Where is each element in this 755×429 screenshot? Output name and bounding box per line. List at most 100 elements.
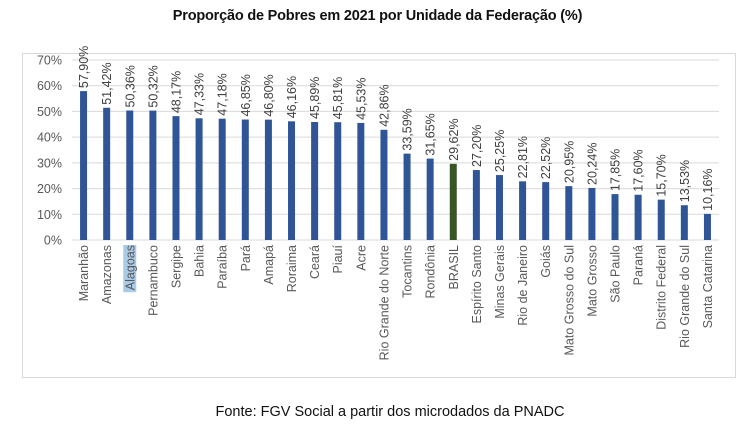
x-tick-label: Rondônia <box>424 245 438 299</box>
data-label: 13,53% <box>678 160 692 202</box>
y-tick-label: 50% <box>37 105 62 119</box>
data-label: 47,18% <box>216 73 230 115</box>
x-tick-label: Pernambuco <box>146 245 160 316</box>
bar-para <box>241 119 249 240</box>
x-tick-label: Sergipe <box>169 245 183 288</box>
bar-rio-grande-do-norte <box>380 129 388 240</box>
gridlines <box>72 59 719 241</box>
data-label: 17,60% <box>632 149 646 191</box>
data-label: 46,85% <box>239 74 253 116</box>
data-label: 25,25% <box>493 130 507 172</box>
x-tick-label: Alagoas <box>123 245 137 290</box>
x-tick-label: Goiás <box>539 245 553 278</box>
data-label: 22,52% <box>539 137 553 179</box>
x-tick-label: Amazonas <box>100 245 114 304</box>
data-label: 50,32% <box>146 65 160 107</box>
y-tick-label: 30% <box>37 156 62 170</box>
x-tick-label: Ceará <box>308 245 322 279</box>
bar-distrito-federal <box>657 199 665 240</box>
bar-piaui <box>334 122 342 240</box>
data-label: 29,62% <box>447 118 461 160</box>
bar-mato-grosso <box>588 187 596 240</box>
y-tick-label: 40% <box>37 131 62 145</box>
bar-paraiba <box>218 118 226 240</box>
x-tick-label: Acre <box>354 245 368 271</box>
y-tick-label: 0% <box>44 234 62 248</box>
x-tick-label: Paraná <box>632 245 646 285</box>
bar-ceara <box>311 121 319 240</box>
x-axis-labels: Maranhão Amazonas Alagoas Pernambuco Sergipe… <box>77 244 715 360</box>
x-tick-label: Bahia <box>193 245 207 277</box>
data-labels: 57,90% 51,42% 50,36% 50,32% 48,17% 47,33% 47,1… <box>77 46 715 211</box>
bar-espirito-santo <box>472 170 480 240</box>
y-tick-label: 60% <box>37 79 62 93</box>
x-tick-label: Piauí <box>331 244 345 273</box>
y-tick-label: 20% <box>37 182 62 196</box>
y-tick-label: 70% <box>37 54 62 68</box>
bar-maranhao <box>80 91 88 240</box>
x-tick-label: Minas Gerais <box>493 245 507 319</box>
x-tick-label: Pará <box>239 245 253 271</box>
y-axis-ticks: 0% 10% 20% 30% 40% 50% 60% 70% <box>37 54 62 248</box>
bar-santa-catarina <box>703 213 711 240</box>
x-tick-label: Espírito Santo <box>470 245 484 324</box>
data-label: 51,42% <box>100 62 114 104</box>
x-tick-label: Rio Grande do Sul <box>678 245 692 348</box>
x-tick-label: Mato Grosso <box>585 245 599 317</box>
bar-rondonia <box>426 158 434 240</box>
x-tick-label: Roraima <box>285 245 299 292</box>
bar-goias <box>542 182 550 240</box>
bar-roraima <box>288 121 296 240</box>
data-label: 48,17% <box>169 71 183 113</box>
bar-parana <box>634 194 642 240</box>
data-label: 10,16% <box>701 168 715 210</box>
bar-bahia <box>195 118 203 240</box>
bar-tocantins <box>403 153 411 240</box>
data-label: 50,36% <box>123 65 137 107</box>
data-label: 46,80% <box>262 74 276 116</box>
bar-brasil <box>449 163 457 240</box>
bar-mato-grosso-do-sul <box>565 186 573 240</box>
bar-minas-gerais <box>495 175 503 240</box>
data-label: 27,20% <box>470 125 484 167</box>
y-tick-label: 10% <box>37 208 62 222</box>
x-tick-label: BRASIL <box>447 245 461 290</box>
text-selection-highlight <box>123 245 137 293</box>
data-label: 33,59% <box>401 108 415 150</box>
data-label: 45,81% <box>331 77 345 119</box>
chart-frame <box>22 53 736 378</box>
data-label: 31,65% <box>424 113 438 155</box>
x-tick-label: Distrito Federal <box>655 245 669 330</box>
bar-sergipe <box>172 116 180 240</box>
bar-acre <box>357 122 365 240</box>
x-tick-label: Santa Catarina <box>701 245 715 328</box>
data-label: 47,33% <box>193 73 207 115</box>
bar-alagoas <box>126 110 134 240</box>
bar-amapa <box>264 119 272 240</box>
bar-sao-paulo <box>611 194 619 240</box>
bar-pernambuco <box>149 110 157 240</box>
x-tick-label: Tocantins <box>401 245 415 298</box>
x-tick-label: São Paulo <box>609 245 623 303</box>
data-label: 22,81% <box>516 136 530 178</box>
data-label: 46,16% <box>285 76 299 118</box>
chart-title: Proporção de Pobres em 2021 por Unidade … <box>172 8 583 24</box>
x-tick-label: Maranhão <box>77 245 91 301</box>
data-label: 57,90% <box>77 46 91 88</box>
x-tick-label: Amapá <box>262 245 276 285</box>
data-label: 45,89% <box>308 77 322 119</box>
x-tick-label: Rio de Janeiro <box>516 245 530 326</box>
bars <box>80 91 711 240</box>
data-label: 42,86% <box>377 84 391 126</box>
bar-rio-grande-do-sul <box>680 205 688 240</box>
data-label: 45,53% <box>354 78 368 120</box>
data-label: 20,95% <box>562 141 576 183</box>
x-tick-label: Mato Grosso do Sul <box>562 245 576 355</box>
data-label: 15,70% <box>655 154 669 196</box>
x-tick-label: Paraíba <box>216 245 230 289</box>
x-tick-label: Rio Grande do Norte <box>377 245 391 360</box>
data-label: 20,24% <box>585 143 599 185</box>
data-label: 17,85% <box>609 149 623 191</box>
bar-amazonas <box>103 107 111 240</box>
